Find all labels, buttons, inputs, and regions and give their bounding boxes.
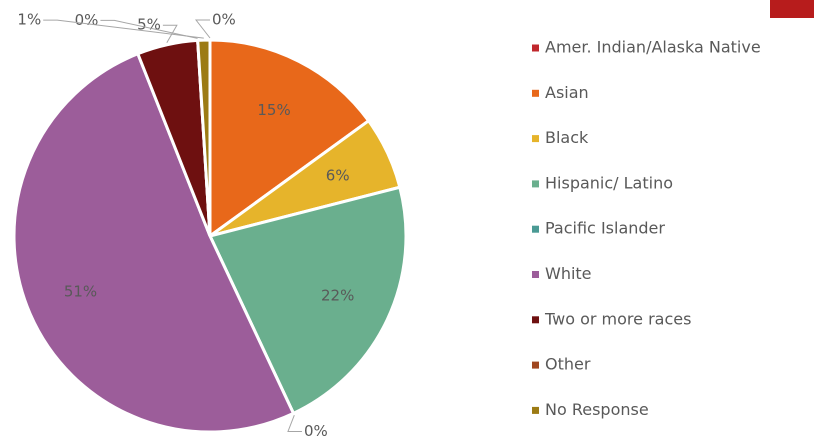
data-label: 22% [321, 287, 354, 305]
data-label: 6% [326, 166, 350, 184]
leader-line [194, 19, 211, 39]
legend-marker [532, 361, 539, 369]
data-label: 15% [257, 101, 290, 119]
data-label: 0% [304, 422, 328, 440]
legend-text: Pacific Islander [545, 219, 665, 238]
legend-text: Black [545, 128, 589, 147]
data-label: 1% [17, 11, 41, 29]
legend-text: Hispanic/ Latino [545, 173, 673, 192]
pie-slice [196, 38, 212, 237]
data-label: 51% [64, 283, 97, 301]
legend-marker [532, 135, 539, 143]
pie-slice [207, 185, 408, 416]
pie-slice [208, 38, 371, 239]
legend-text: Other [545, 355, 591, 374]
legend-text: Asian [545, 83, 589, 102]
legend-text: No Response [545, 400, 649, 419]
legend-text: White [545, 264, 592, 283]
corner-accent [770, 0, 814, 18]
legend-text: Two or more races [544, 309, 691, 328]
pie-slice [12, 51, 296, 434]
data-label: 0% [212, 11, 236, 29]
leader-line [100, 19, 198, 39]
legend-marker [532, 316, 539, 324]
legend-marker [532, 44, 539, 52]
leader-line [287, 414, 302, 432]
legend-marker [532, 406, 539, 414]
legend-marker [532, 89, 539, 97]
legend-text: Amer. Indian/Alaska Native [545, 38, 761, 57]
legend-marker [532, 180, 539, 188]
legend-marker [532, 271, 539, 278]
data-label: 0% [75, 11, 99, 29]
legend-marker [532, 225, 539, 233]
leader-line [162, 24, 178, 44]
leader-line [43, 19, 204, 39]
